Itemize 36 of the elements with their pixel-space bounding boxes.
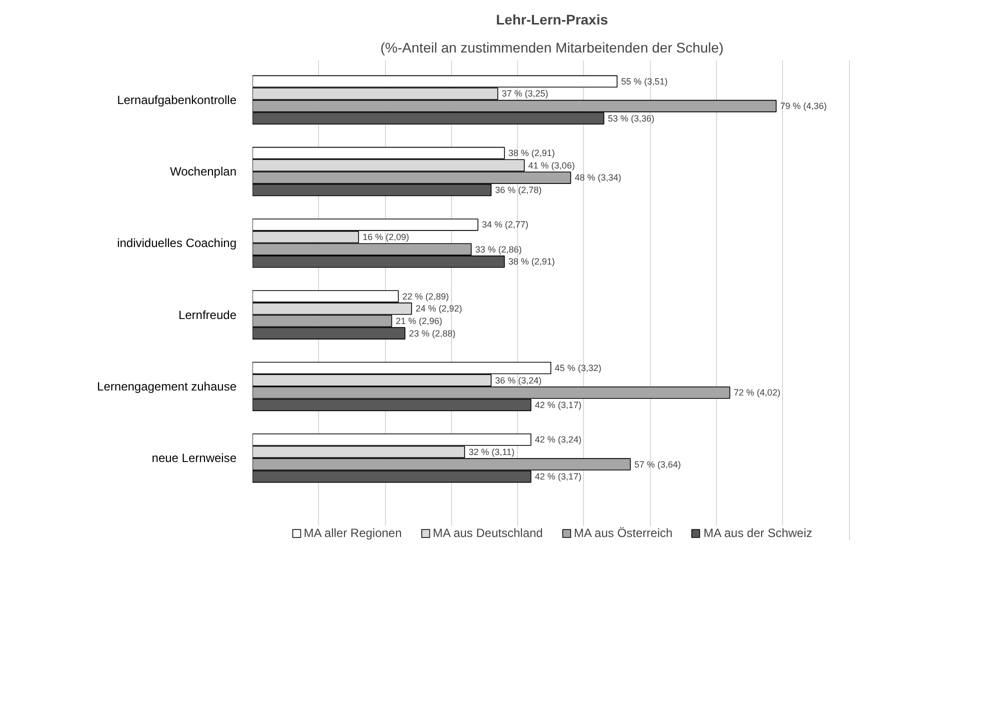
data-label: 33 % (2,86)	[475, 244, 522, 254]
y-tick-label: Lernaufgabenkontrolle	[117, 92, 237, 107]
data-label: 42 % (3,17)	[534, 472, 582, 482]
y-tick-label: individuelles Coaching	[117, 236, 237, 250]
y-tick-label: Lernengagement zuhause	[97, 379, 237, 394]
chart-subtitle: (%-Anteil an zustimmenden Mitarbeitenden der Schule)	[380, 40, 724, 56]
data-label: 38 % (2,91)	[508, 256, 555, 267]
data-label: 36 % (2,78)	[495, 185, 542, 196]
data-label: 48 % (3,34)	[574, 172, 622, 183]
data-label: 22 % (2,89)	[402, 291, 449, 302]
data-label: 32 % (3,11)	[468, 446, 514, 457]
data-label: 37 % (3,25)	[502, 88, 548, 99]
y-tick-label: neue Lernweise	[152, 451, 237, 466]
data-label: 45 % (3,32)	[554, 362, 602, 373]
data-label: 24 % (2,92)	[416, 304, 462, 314]
data-label: 38 % (2,91)	[508, 148, 555, 158]
data-label: 41 % (3,06)	[528, 160, 575, 170]
data-label: 42 % (3,24)	[534, 434, 582, 445]
data-label: 72 % (4,02)	[734, 388, 780, 398]
data-label: 79 % (4,36)	[780, 101, 827, 112]
data-label: 36 % (3,24)	[495, 375, 542, 386]
y-tick-label: Lernfreude	[178, 308, 237, 322]
chart-title: Lehr-Lern-Praxis	[496, 12, 608, 28]
data-label: 34 % (2,77)	[482, 220, 528, 230]
y-tick-label: Wochenplan	[170, 164, 237, 179]
data-label: 57 % (3,64)	[634, 459, 681, 470]
data-label: 23 % (2,88)	[408, 328, 456, 338]
legend-label: MA aus Österreich	[574, 526, 673, 540]
legend-label: MA aus der Schweiz	[704, 526, 812, 540]
data-label: 42 % (3,17)	[534, 400, 582, 410]
data-label: 16 % (2,09)	[362, 232, 410, 242]
legend-label: MA aller Regionen	[304, 526, 402, 540]
legend-label: MA aus Deutschland	[432, 526, 543, 540]
data-label: 55 % (3,51)	[621, 76, 668, 86]
data-label: 21 % (2,96)	[396, 316, 442, 326]
data-label: 53 % (3,36)	[608, 113, 654, 124]
